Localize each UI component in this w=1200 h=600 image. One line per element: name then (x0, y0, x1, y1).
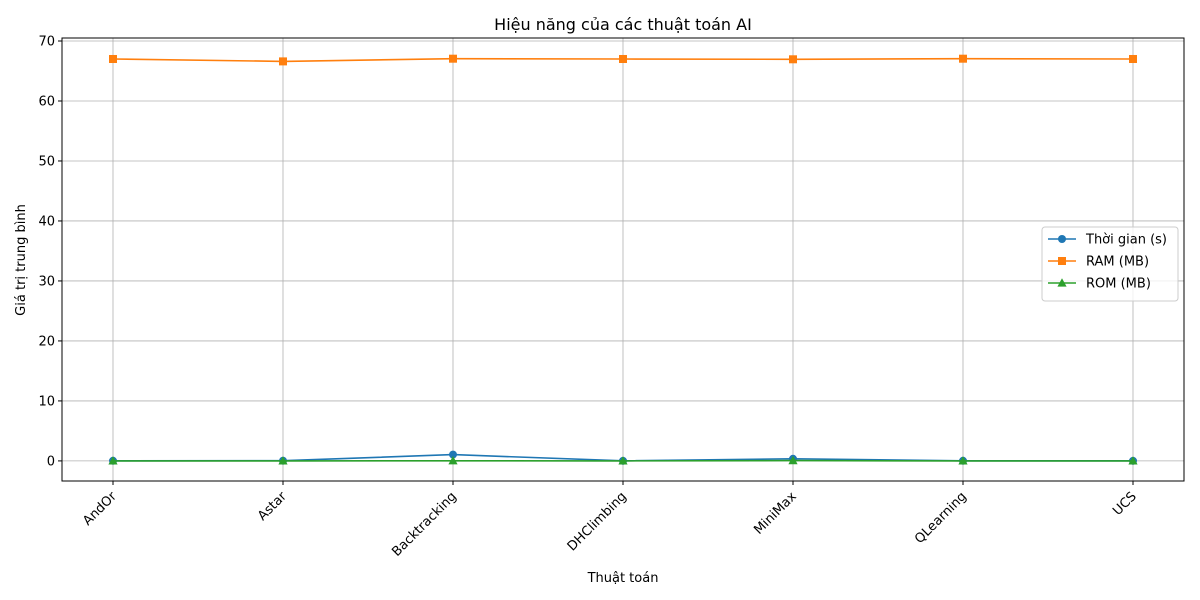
y-tick-label: 30 (38, 274, 55, 289)
y-tick-label: 10 (38, 394, 55, 409)
series-layer (108, 54, 1138, 465)
data-point (619, 54, 627, 63)
data-point (279, 57, 287, 66)
data-point (448, 455, 458, 465)
data-point (1129, 54, 1137, 63)
y-tick-label: 50 (38, 154, 55, 169)
legend: Thời gian (s) RAM (MB) ROM (MB) (1041, 226, 1179, 302)
series-2 (108, 455, 1138, 465)
data-point (449, 54, 457, 63)
legend-label: Thời gian (s) (1085, 233, 1167, 248)
data-point (449, 450, 457, 459)
legend-label: ROM (MB) (1086, 277, 1151, 292)
data-point (959, 54, 967, 63)
y-tick-label: 60 (38, 94, 55, 109)
legend-label: RAM (MB) (1086, 255, 1149, 270)
data-point (958, 456, 968, 465)
x-axis-label: Thuật toán (587, 571, 659, 586)
data-point (109, 54, 117, 63)
data-point (1128, 456, 1138, 465)
data-point (278, 456, 288, 465)
legend-marker (1058, 257, 1066, 265)
legend-marker (1057, 278, 1067, 287)
y-tick-label: 0 (47, 454, 55, 469)
data-point (788, 455, 798, 465)
y-tick-label: 70 (38, 34, 55, 49)
legend-marker (1058, 235, 1066, 243)
data-point (789, 55, 797, 64)
y-tick-label: 40 (38, 214, 55, 229)
y-axis-label: Giá trị trung bình (14, 204, 29, 316)
chart-title: Hiệu năng của các thuật toán AI (494, 15, 752, 34)
data-point (108, 456, 118, 465)
series-1 (109, 54, 1137, 66)
data-point (618, 456, 628, 465)
y-tick-label: 20 (38, 334, 55, 349)
